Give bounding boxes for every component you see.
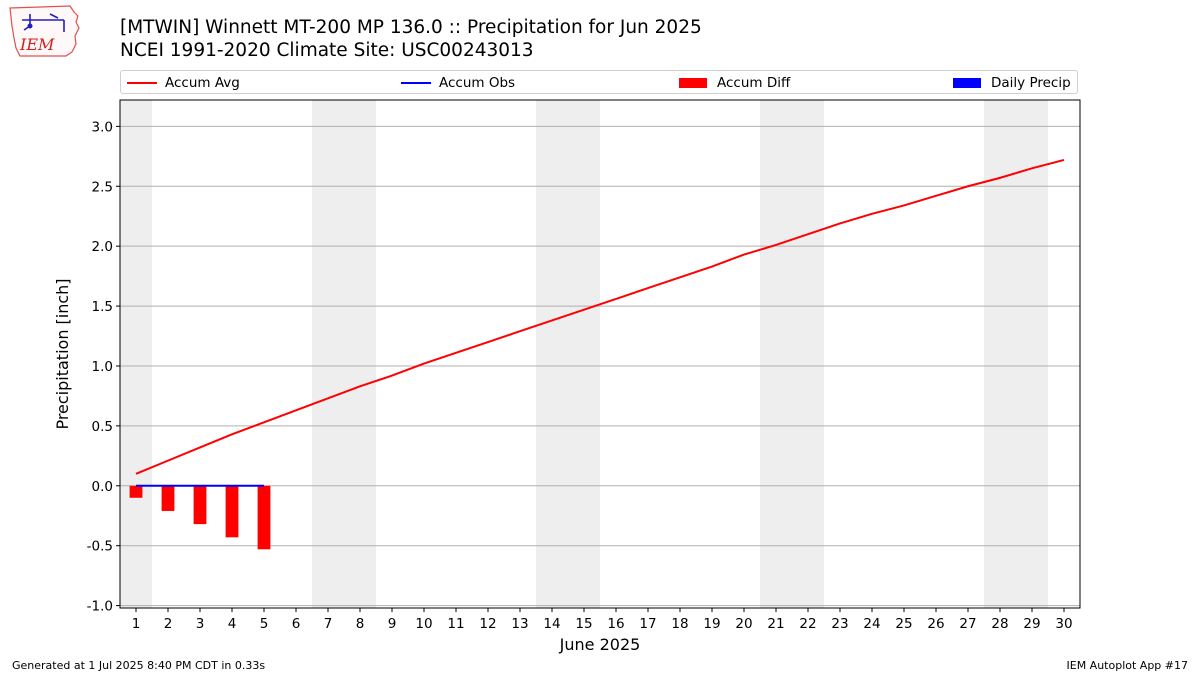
weekend-shade-band [984, 100, 1048, 608]
x-tick-label: 13 [511, 616, 528, 632]
grid-lines [120, 125, 1080, 607]
x-tick-label: 4 [228, 616, 237, 632]
generated-timestamp: Generated at 1 Jul 2025 8:40 PM CDT in 0… [12, 659, 266, 672]
legend-swatch-accum-diff [679, 78, 707, 88]
x-tick-label: 11 [447, 616, 464, 632]
iem-logo: IEM [9, 5, 80, 57]
bar-accum-diff [193, 485, 207, 525]
y-tick-label: -0.5 [87, 539, 113, 555]
legend-label-daily-precip: Daily Precip [991, 75, 1071, 91]
x-tick-label: 9 [388, 616, 397, 632]
x-tick-label: 3 [196, 616, 205, 632]
y-tick-label: 2.5 [92, 179, 113, 195]
x-tick-label: 1 [132, 616, 141, 632]
x-tick-label: 5 [260, 616, 269, 632]
x-tick-label: 10 [415, 616, 432, 632]
y-tick-label: 3.0 [92, 119, 113, 135]
legend-label-accum-obs: Accum Obs [439, 75, 516, 91]
x-tick-label: 17 [639, 616, 656, 632]
y-tick-label: 0.0 [92, 479, 113, 495]
x-tick-label: 8 [356, 616, 365, 632]
x-tick-label: 7 [324, 616, 333, 632]
x-tick-label: 27 [959, 616, 976, 632]
bar-accum-diff [129, 485, 143, 498]
chart-title: [MTWIN] Winnett MT-200 MP 136.0 :: Preci… [120, 17, 702, 38]
x-tick-label: 18 [671, 616, 688, 632]
x-axis-label: June 2025 [559, 635, 641, 654]
x-tick-label: 24 [863, 616, 880, 632]
series-lines [135, 158, 1065, 487]
legend-swatch-accum-obs [401, 82, 431, 84]
x-tick-label: 28 [991, 616, 1008, 632]
x-tick-label: 12 [479, 616, 496, 632]
y-tick-label: 1.5 [92, 299, 113, 315]
x-tick-label: 26 [927, 616, 944, 632]
x-tick-label: 6 [292, 616, 301, 632]
app-credit: IEM Autoplot App #17 [1066, 659, 1189, 672]
weekend-shade-band [312, 100, 376, 608]
x-tick-label: 23 [831, 616, 848, 632]
x-tick-label: 2 [164, 616, 173, 632]
y-tick-label: 0.5 [92, 419, 113, 435]
x-tick-label: 25 [895, 616, 912, 632]
weekend-shade-band [760, 100, 824, 608]
legend-swatch-daily-precip [953, 78, 981, 88]
bar-accum-diff [161, 485, 175, 511]
x-tick-label: 21 [767, 616, 784, 632]
x-tick-label: 30 [1055, 616, 1072, 632]
y-axis-ticks: -1.0 -0.5 0.0 0.5 1.0 1.5 2.0 2.5 3.0 [87, 119, 120, 615]
weekend-shading [120, 100, 1048, 608]
legend-swatch-accum-avg [127, 82, 157, 84]
y-tick-label: 2.0 [92, 239, 113, 255]
legend-label-accum-avg: Accum Avg [165, 75, 240, 91]
weekend-shade-band [536, 100, 600, 608]
x-tick-label: 22 [799, 616, 816, 632]
bar-accum-diff [225, 485, 239, 538]
legend-label-accum-diff: Accum Diff [717, 75, 791, 91]
x-tick-label: 19 [703, 616, 720, 632]
x-axis-ticks: 1 2 3 4 5 6 7 8 9 10 11 12 13 14 15 16 17 18 19 20 21 22 23 24 2… [132, 608, 1073, 632]
x-tick-label: 20 [735, 616, 752, 632]
bar-accum-diff [257, 485, 271, 550]
plot-frame [119, 99, 1081, 609]
y-axis-label: Precipitation [inch] [53, 278, 72, 429]
station-dot-icon [27, 23, 33, 29]
x-tick-label: 29 [1023, 616, 1040, 632]
line-accum-avg [135, 158, 1065, 475]
weekend-shade-band [120, 100, 152, 608]
x-tick-label: 14 [543, 616, 560, 632]
x-tick-label: 16 [607, 616, 624, 632]
iowa-outline-icon [9, 5, 80, 57]
bars [129, 485, 271, 550]
x-tick-label: 15 [575, 616, 592, 632]
legend: Accum Avg Accum Obs Accum Diff Daily Pre… [120, 70, 1078, 94]
y-tick-label: 1.0 [92, 359, 113, 375]
chart-subtitle: NCEI 1991-2020 Climate Site: USC00243013 [120, 40, 534, 61]
weather-symbol-icon [22, 13, 65, 32]
logo-text: IEM [19, 35, 55, 54]
y-tick-label: -1.0 [87, 599, 113, 615]
